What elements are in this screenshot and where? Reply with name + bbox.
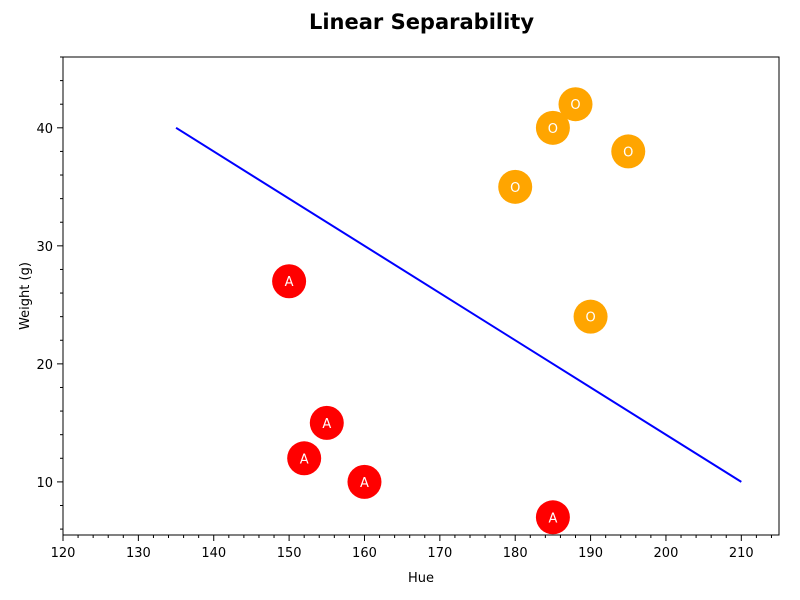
point-label-A: A — [548, 511, 557, 526]
x-tick-label: 170 — [427, 546, 452, 561]
y-axis-label: Weight (g) — [18, 262, 33, 330]
x-tick-label: 120 — [51, 546, 76, 561]
x-tick-label: 210 — [729, 546, 754, 561]
point-label-O: O — [585, 311, 595, 326]
y-tick-label: 20 — [36, 358, 53, 373]
point-label-O: O — [548, 122, 558, 137]
point-label-O: O — [570, 98, 580, 113]
y-tick-label: 40 — [36, 122, 53, 137]
x-axis: 120 130 140 150 160 170 180 190 200 210 — [51, 535, 772, 561]
point-label-A: A — [360, 476, 369, 491]
point-label-O: O — [623, 145, 633, 160]
x-tick-label: 140 — [201, 546, 226, 561]
x-tick-label: 200 — [654, 546, 679, 561]
point-label-A: A — [300, 452, 309, 467]
y-tick-label: 30 — [36, 240, 53, 255]
point-label-A: A — [285, 275, 294, 290]
separating-line — [176, 128, 741, 482]
x-axis-label: Hue — [408, 571, 434, 586]
x-tick-label: 180 — [503, 546, 528, 561]
x-tick-label: 130 — [126, 546, 151, 561]
x-tick-label: 150 — [277, 546, 302, 561]
x-tick-label: 190 — [578, 546, 603, 561]
plot-frame — [63, 57, 779, 535]
point-label-A: A — [322, 417, 331, 432]
y-axis: 10 20 30 40 — [36, 57, 63, 529]
y-tick-label: 10 — [36, 476, 53, 491]
x-tick-label: 160 — [352, 546, 377, 561]
point-label-O: O — [510, 181, 520, 196]
